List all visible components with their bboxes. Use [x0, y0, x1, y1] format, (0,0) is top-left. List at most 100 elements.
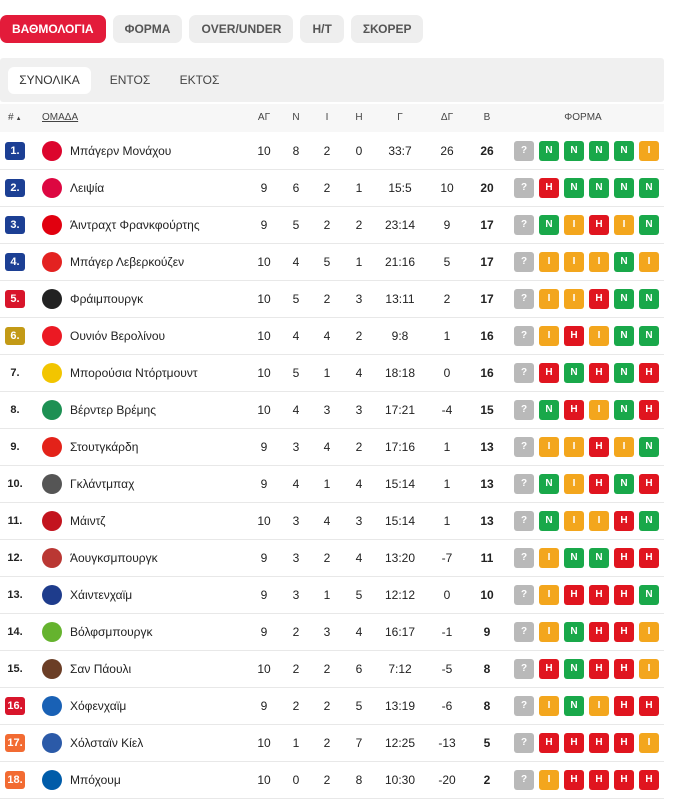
form-badge[interactable]: H	[564, 400, 584, 420]
form-badge[interactable]: H	[639, 400, 659, 420]
tab-half-time[interactable]: H/T	[300, 15, 344, 43]
col-diff[interactable]: ΔΓ	[440, 112, 454, 123]
form-badge[interactable]: H	[589, 289, 609, 309]
form-badge[interactable]: I	[539, 252, 559, 272]
form-badge[interactable]: N	[614, 178, 634, 198]
form-badge[interactable]: H	[564, 733, 584, 753]
form-badge[interactable]: I	[564, 437, 584, 457]
form-badge[interactable]: ?	[514, 363, 534, 383]
form-badge[interactable]: N	[614, 141, 634, 161]
form-badge[interactable]: N	[614, 363, 634, 383]
form-badge[interactable]: N	[639, 585, 659, 605]
table-row[interactable]: 18. Μπόχουμ 10 0 2 8 10:30 -20 2? I H H H H	[0, 762, 664, 799]
form-badge[interactable]: H	[614, 696, 634, 716]
form-badge[interactable]: H	[589, 770, 609, 790]
form-badge[interactable]: I	[539, 770, 559, 790]
form-badge[interactable]: N	[564, 622, 584, 642]
table-row[interactable]: 4. Μπάγερ Λεβερκούζεν 10 4 5 1 21:16 5 17? I I I N I	[0, 244, 664, 281]
team-name[interactable]: Μπάγερν Μονάχου	[70, 144, 172, 158]
form-badge[interactable]: N	[564, 548, 584, 568]
form-badge[interactable]: N	[639, 326, 659, 346]
team-name[interactable]: Μπόχουμ	[70, 773, 121, 787]
team-name[interactable]: Μπάγερ Λεβερκούζεν	[70, 255, 185, 269]
form-badge[interactable]: H	[564, 585, 584, 605]
form-badge[interactable]: I	[614, 215, 634, 235]
table-row[interactable]: 10. Γκλάντμπαχ 9 4 1 4 15:14 1 13? N I H N H	[0, 466, 664, 503]
form-badge[interactable]: I	[539, 585, 559, 605]
form-badge[interactable]: ?	[514, 437, 534, 457]
form-badge[interactable]: N	[564, 659, 584, 679]
form-badge[interactable]: N	[564, 696, 584, 716]
form-badge[interactable]: H	[564, 770, 584, 790]
table-row[interactable]: 2. Λειψία 9 6 2 1 15:5 10 20? H N N N N	[0, 170, 664, 207]
table-row[interactable]: 14. Βόλφσμπουργκ 9 2 3 4 16:17 -1 9? I N H H I	[0, 614, 664, 651]
form-badge[interactable]: ?	[514, 511, 534, 531]
col-goals[interactable]: Γ	[397, 112, 403, 123]
form-badge[interactable]: H	[589, 215, 609, 235]
form-badge[interactable]: N	[589, 548, 609, 568]
form-badge[interactable]: H	[589, 733, 609, 753]
form-badge[interactable]: N	[639, 178, 659, 198]
form-badge[interactable]: H	[589, 622, 609, 642]
form-badge[interactable]: N	[539, 474, 559, 494]
form-badge[interactable]: N	[614, 252, 634, 272]
form-badge[interactable]: H	[589, 585, 609, 605]
team-name[interactable]: Σαν Πάουλι	[70, 662, 132, 676]
form-badge[interactable]: I	[539, 326, 559, 346]
form-badge[interactable]: N	[589, 178, 609, 198]
col-won[interactable]: Ν	[292, 112, 300, 123]
team-name[interactable]: Βέρντερ Βρέμης	[70, 403, 156, 417]
form-badge[interactable]: ?	[514, 289, 534, 309]
team-name[interactable]: Λειψία	[70, 181, 105, 195]
form-badge[interactable]: H	[589, 659, 609, 679]
team-name[interactable]: Μπορούσια Ντόρτμουντ	[70, 366, 198, 380]
team-name[interactable]: Άουγκσμπουργκ	[70, 551, 158, 565]
table-row[interactable]: 16. Χόφενχαϊμ 9 2 2 5 13:19 -6 8? I N I H H	[0, 688, 664, 725]
team-name[interactable]: Φράιμπουργκ	[70, 292, 144, 306]
form-badge[interactable]: ?	[514, 585, 534, 605]
subtab-home[interactable]: ΕΝΤΟΣ	[109, 73, 151, 87]
form-badge[interactable]: N	[539, 141, 559, 161]
form-badge[interactable]: N	[539, 215, 559, 235]
form-badge[interactable]: H	[539, 733, 559, 753]
form-badge[interactable]: H	[614, 511, 634, 531]
form-badge[interactable]: H	[539, 363, 559, 383]
form-badge[interactable]: ?	[514, 770, 534, 790]
form-badge[interactable]: I	[564, 252, 584, 272]
col-team[interactable]: ΟΜΑΔΑ	[42, 112, 79, 123]
form-badge[interactable]: H	[614, 770, 634, 790]
form-badge[interactable]: ?	[514, 215, 534, 235]
form-badge[interactable]: I	[639, 141, 659, 161]
form-badge[interactable]: H	[639, 363, 659, 383]
col-played[interactable]: ΑΓ	[257, 112, 271, 123]
form-badge[interactable]: N	[564, 178, 584, 198]
form-badge[interactable]: I	[539, 548, 559, 568]
form-badge[interactable]: H	[539, 659, 559, 679]
form-badge[interactable]: I	[639, 659, 659, 679]
form-badge[interactable]: H	[589, 437, 609, 457]
tab-scorers[interactable]: ΣΚΟΡΕΡ	[350, 15, 424, 43]
form-badge[interactable]: I	[589, 326, 609, 346]
form-badge[interactable]: ?	[514, 178, 534, 198]
form-badge[interactable]: N	[614, 400, 634, 420]
form-badge[interactable]: ?	[514, 659, 534, 679]
form-badge[interactable]: ?	[514, 696, 534, 716]
table-row[interactable]: 9. Στουτγκάρδη 9 3 4 2 17:16 1 13? I I H I N	[0, 429, 664, 466]
form-badge[interactable]: I	[639, 733, 659, 753]
form-badge[interactable]: I	[539, 696, 559, 716]
col-lost[interactable]: Η	[355, 112, 363, 123]
form-badge[interactable]: I	[564, 215, 584, 235]
form-badge[interactable]: N	[639, 511, 659, 531]
form-badge[interactable]: I	[564, 474, 584, 494]
form-badge[interactable]: ?	[514, 141, 534, 161]
form-badge[interactable]: I	[539, 437, 559, 457]
table-row[interactable]: 3. Άιντραχτ Φρανκφούρτης 9 5 2 2 23:14 9 17? N I H I…	[0, 207, 664, 244]
tab-form[interactable]: ΦΟΡΜΑ	[112, 15, 183, 43]
form-badge[interactable]: N	[614, 474, 634, 494]
table-row[interactable]: 8. Βέρντερ Βρέμης 10 4 3 3 17:21 -4 15? N H I N H	[0, 392, 664, 429]
form-badge[interactable]: N	[639, 437, 659, 457]
team-name[interactable]: Ουνιόν Βερολίνου	[70, 329, 166, 343]
subtab-overall[interactable]: ΣΥΝΟΛΙΚΑ	[8, 67, 91, 94]
form-badge[interactable]: H	[614, 548, 634, 568]
table-row[interactable]: 1. Μπάγερν Μονάχου 10 8 2 0 33:7 26 26? N N N N I	[0, 133, 664, 170]
